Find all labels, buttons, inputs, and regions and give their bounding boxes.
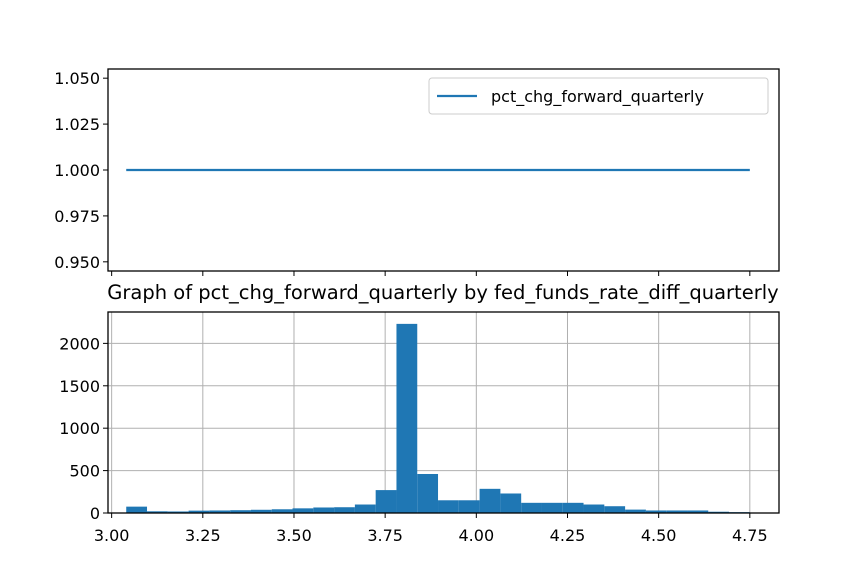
- histogram-x-tick-label: 4.00: [459, 526, 495, 545]
- histogram-bar: [354, 504, 376, 513]
- histogram-plot-area: [108, 312, 779, 513]
- histogram-bar: [188, 510, 210, 513]
- histogram-y-tick-label: 500: [69, 462, 100, 481]
- legend-label: pct_chg_forward_quarterly: [491, 87, 704, 107]
- histogram-x-ticks: 3.00 3.25 3.50 3.75 4.00 4.25 4.50 4.75: [94, 513, 768, 545]
- histogram-bar: [458, 500, 480, 513]
- histogram-bar: [687, 510, 709, 513]
- line-chart-axes: 0.950 0.975 1.000 1.025 1.050 pct_chg_forwar…: [54, 68, 780, 276]
- histogram-x-tick-label: 3.50: [276, 526, 312, 545]
- histogram-bar: [313, 507, 335, 513]
- histogram-bar: [230, 510, 251, 513]
- histogram-x-tick-label: 3.75: [367, 526, 403, 545]
- histogram-bar: [625, 509, 646, 513]
- histogram-y-tick-label: 0: [90, 504, 100, 523]
- line-chart-frame: [107, 68, 780, 272]
- line-chart-y-tick-label: 1.025: [54, 115, 100, 134]
- legend: pct_chg_forward_quarterly: [428, 77, 769, 115]
- histogram-bar: [209, 510, 231, 513]
- histogram-bar: [562, 502, 584, 513]
- histogram-bar: [583, 504, 605, 513]
- histogram-bar: [417, 473, 439, 513]
- histogram-x-tick-label: 3.25: [185, 526, 221, 545]
- line-chart-x-ticks: [111, 271, 751, 276]
- histogram-bar: [250, 509, 272, 513]
- histogram-bar: [271, 509, 293, 513]
- histogram-bar: [479, 488, 501, 513]
- line-chart-y-tick-label: 0.975: [54, 207, 100, 226]
- histogram-x-tick-label: 4.50: [641, 526, 677, 545]
- line-chart-y-tick-label: 1.000: [54, 161, 100, 180]
- histogram-bar: [334, 507, 355, 513]
- legend-box: [428, 77, 769, 115]
- histogram-bar: [167, 511, 189, 513]
- histogram-x-tick-label: 4.75: [732, 526, 768, 545]
- histogram-x-tick-label: 3.00: [94, 526, 130, 545]
- histogram-y-tick-label: 2000: [59, 334, 100, 353]
- histogram-bar: [500, 493, 522, 513]
- histogram-y-ticks: 0 500 1000 1500 2000: [59, 334, 108, 523]
- line-chart-y-tick-label: 1.050: [54, 69, 100, 88]
- histogram-title: Graph of pct_chg_forward_quarterly by fe…: [107, 281, 778, 304]
- histogram-bar: [541, 502, 563, 513]
- histogram-bar: [604, 506, 626, 513]
- line-chart-y-tick-label: 0.950: [54, 253, 100, 272]
- histogram-bar: [375, 490, 397, 513]
- histogram-bar: [147, 511, 168, 513]
- histogram-y-tick-label: 1000: [59, 419, 100, 438]
- histogram-bar: [396, 323, 418, 513]
- histogram-frame: [107, 311, 780, 514]
- histogram-bar: [126, 506, 148, 513]
- histogram-bar: [438, 500, 459, 513]
- histogram-bar: [666, 510, 688, 513]
- histogram-bar: [521, 502, 542, 513]
- histogram-y-tick-label: 1500: [59, 377, 100, 396]
- histogram-bar: [292, 508, 314, 513]
- histogram-axes: Graph of pct_chg_forward_quarterly by fe…: [59, 281, 780, 545]
- line-chart-y-ticks: 0.950 0.975 1.000 1.025 1.050: [54, 69, 108, 272]
- histogram-bar: [645, 510, 667, 513]
- histogram-bars: [126, 323, 750, 513]
- histogram-x-tick-label: 4.25: [550, 526, 586, 545]
